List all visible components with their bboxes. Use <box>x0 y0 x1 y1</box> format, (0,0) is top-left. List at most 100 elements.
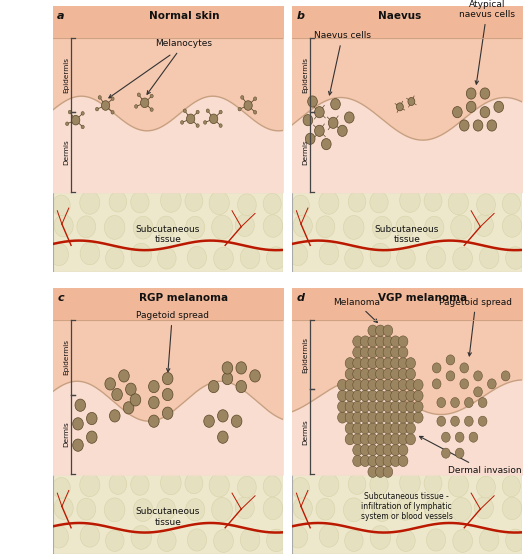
Circle shape <box>353 336 363 347</box>
Text: Pagetoid spread: Pagetoid spread <box>136 311 209 372</box>
Circle shape <box>111 97 114 101</box>
Circle shape <box>222 362 233 374</box>
Circle shape <box>464 398 473 408</box>
Circle shape <box>396 103 403 111</box>
Circle shape <box>368 325 377 336</box>
Circle shape <box>267 247 286 269</box>
Circle shape <box>376 466 385 478</box>
Circle shape <box>162 372 173 385</box>
Circle shape <box>376 390 385 402</box>
Bar <box>292 288 522 320</box>
Bar <box>292 474 522 554</box>
Circle shape <box>360 390 370 402</box>
Circle shape <box>360 455 370 466</box>
Circle shape <box>368 358 377 369</box>
Circle shape <box>469 432 478 442</box>
Circle shape <box>383 358 393 369</box>
Circle shape <box>125 383 136 395</box>
Circle shape <box>376 358 385 369</box>
Circle shape <box>345 248 363 269</box>
Circle shape <box>77 216 96 237</box>
Bar <box>53 288 282 474</box>
Circle shape <box>460 363 469 373</box>
Circle shape <box>502 215 522 237</box>
Circle shape <box>370 474 388 495</box>
Text: Subcutaneous
tissue: Subcutaneous tissue <box>135 225 200 244</box>
Text: Pagetoid spread: Pagetoid spread <box>439 298 512 356</box>
Bar <box>292 192 522 272</box>
Text: Epidermis: Epidermis <box>63 57 69 93</box>
Circle shape <box>105 248 124 269</box>
Text: Subcutaneous tissue -
infiltration of lymphatic
system or blood vessels: Subcutaneous tissue - infiltration of ly… <box>361 492 453 521</box>
Circle shape <box>502 193 520 214</box>
Circle shape <box>353 347 363 358</box>
Circle shape <box>158 530 176 552</box>
Circle shape <box>426 529 446 551</box>
Circle shape <box>455 448 464 458</box>
Circle shape <box>213 530 233 552</box>
Circle shape <box>391 347 401 358</box>
Circle shape <box>460 379 469 389</box>
Circle shape <box>250 370 260 382</box>
Circle shape <box>376 423 385 434</box>
Circle shape <box>186 216 205 239</box>
Circle shape <box>338 412 347 423</box>
Circle shape <box>86 431 97 444</box>
Circle shape <box>263 193 281 214</box>
Circle shape <box>158 248 176 269</box>
Circle shape <box>212 215 232 239</box>
Bar <box>292 6 522 38</box>
Circle shape <box>209 474 229 497</box>
Text: Subcutaneous
tissue: Subcutaneous tissue <box>135 507 200 527</box>
Circle shape <box>383 347 393 358</box>
Circle shape <box>502 476 520 497</box>
Circle shape <box>72 115 80 125</box>
Circle shape <box>424 190 442 211</box>
Circle shape <box>391 379 401 390</box>
Circle shape <box>181 120 184 124</box>
Circle shape <box>133 216 153 239</box>
Circle shape <box>476 194 495 216</box>
Circle shape <box>414 379 423 390</box>
Circle shape <box>383 455 393 466</box>
Text: RGP melanoma: RGP melanoma <box>139 293 228 304</box>
Circle shape <box>437 416 446 426</box>
Circle shape <box>391 390 401 402</box>
Circle shape <box>391 401 401 412</box>
Circle shape <box>505 529 525 552</box>
Circle shape <box>406 401 415 412</box>
Circle shape <box>383 390 393 402</box>
Circle shape <box>112 389 122 401</box>
Text: Dermis: Dermis <box>63 422 69 447</box>
Circle shape <box>376 368 385 380</box>
Circle shape <box>338 401 347 412</box>
Circle shape <box>368 433 377 445</box>
Circle shape <box>123 402 134 414</box>
Circle shape <box>344 498 364 522</box>
Circle shape <box>368 423 377 434</box>
Circle shape <box>134 105 138 108</box>
Text: Epidermis: Epidermis <box>302 337 308 372</box>
Bar <box>53 474 282 554</box>
Circle shape <box>399 188 420 212</box>
Circle shape <box>464 416 473 426</box>
Circle shape <box>398 390 408 402</box>
Circle shape <box>376 379 385 390</box>
Circle shape <box>219 110 222 114</box>
Text: Melanocytes: Melanocytes <box>147 39 212 94</box>
Circle shape <box>368 379 377 390</box>
Circle shape <box>474 497 493 519</box>
Circle shape <box>398 412 408 423</box>
Circle shape <box>480 88 490 99</box>
Circle shape <box>376 336 385 347</box>
Circle shape <box>213 247 233 270</box>
Circle shape <box>466 88 476 99</box>
Circle shape <box>406 379 415 390</box>
Circle shape <box>399 471 420 494</box>
Circle shape <box>442 448 450 458</box>
Circle shape <box>376 325 385 336</box>
Circle shape <box>345 412 355 423</box>
Circle shape <box>376 347 385 358</box>
Circle shape <box>291 195 309 216</box>
Circle shape <box>451 497 472 521</box>
